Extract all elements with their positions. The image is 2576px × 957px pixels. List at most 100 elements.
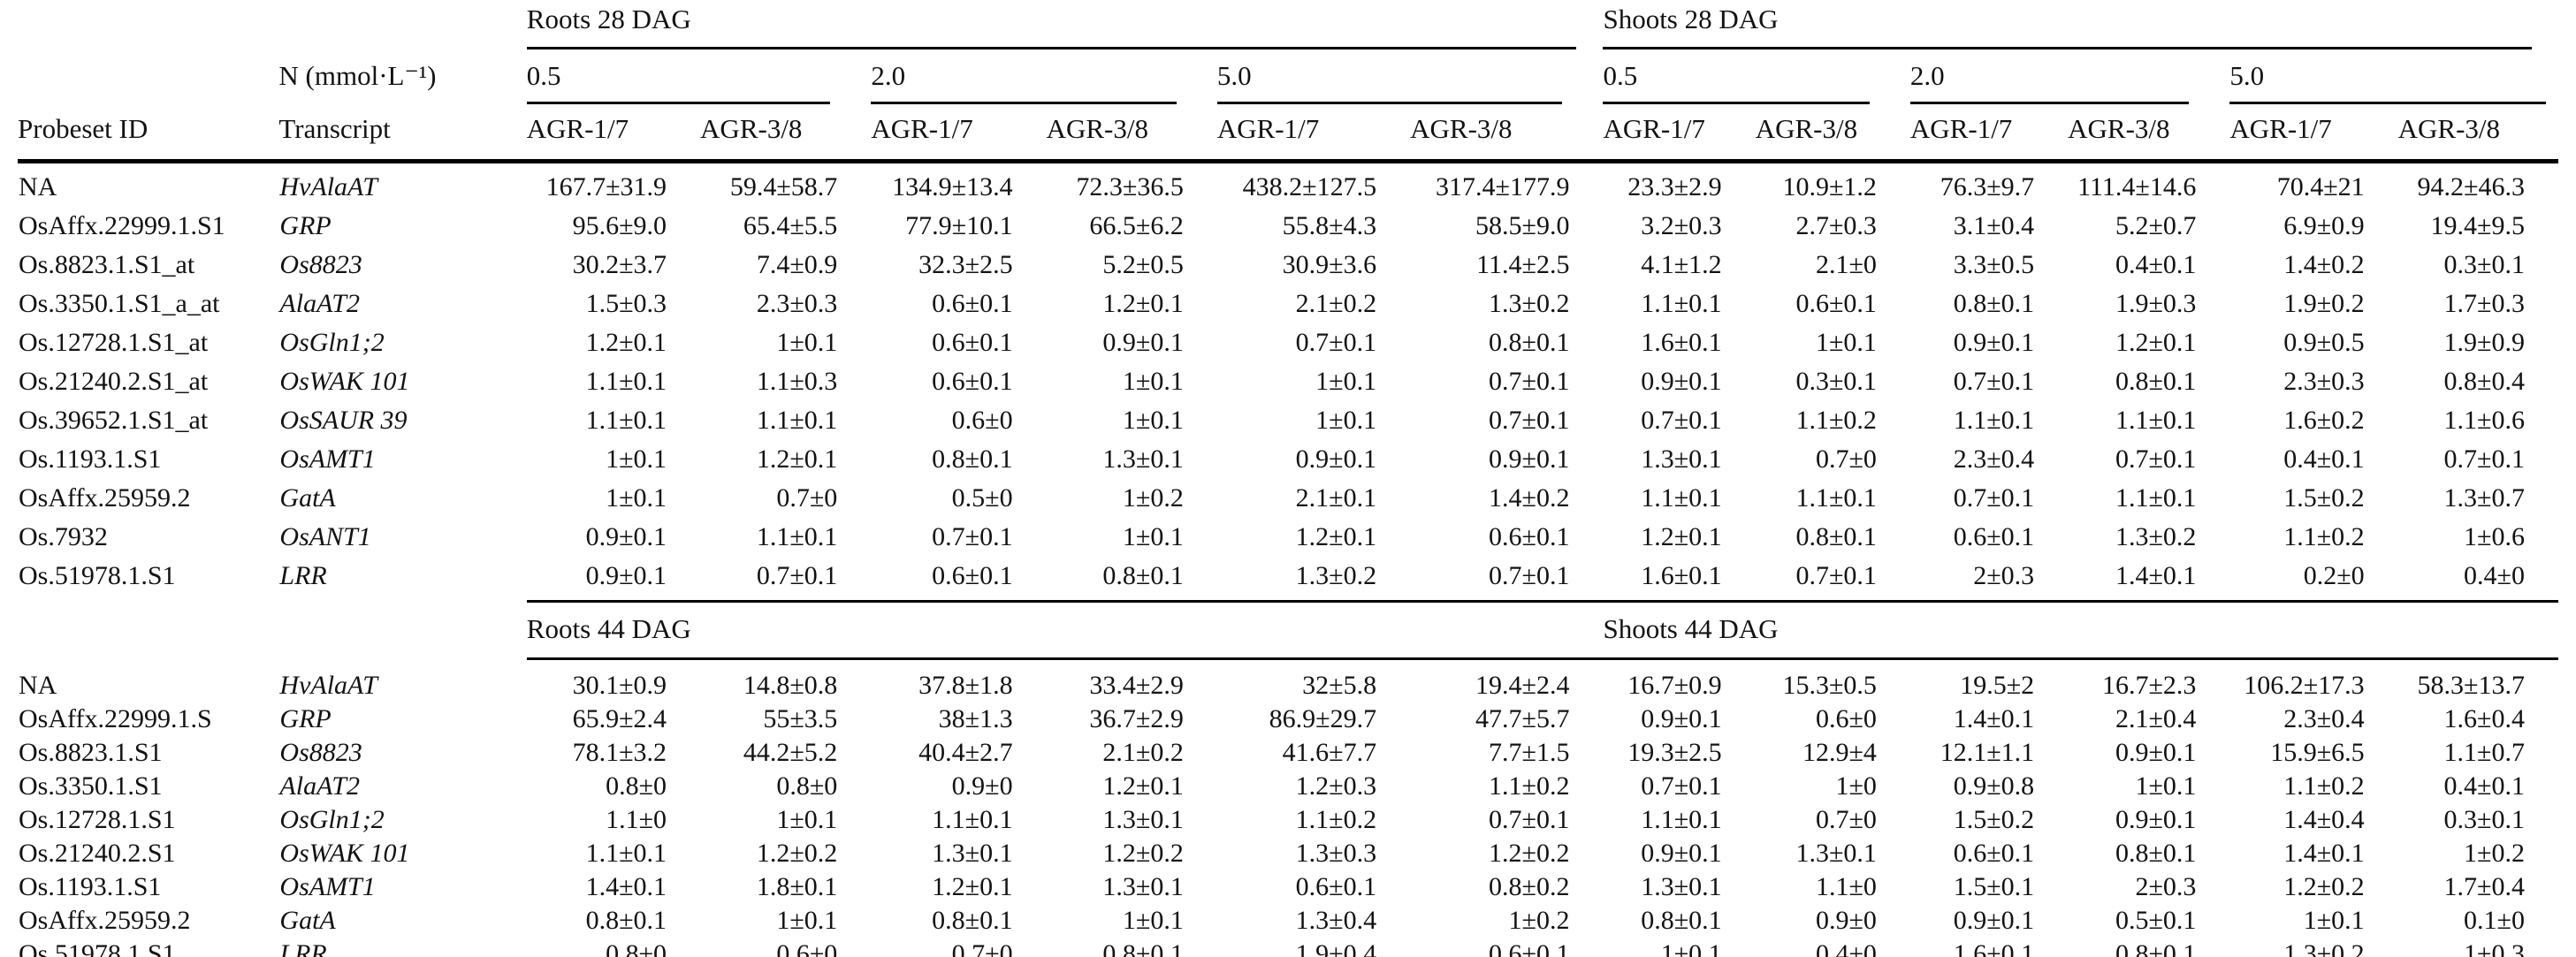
- table-row: Os.8823.1.S1 Os8823 78.1±3.2 44.2±5.2 40.4±2…: [18, 736, 2558, 770]
- value-cell: 167.7±31.9: [545, 172, 667, 201]
- value-cell: 1±0.1: [1122, 906, 1184, 935]
- value-cell: 1.1±0.2: [1795, 406, 1877, 435]
- organ-header-row-44dag: Roots 44 DAG Shoots 44 DAG: [18, 600, 2558, 660]
- value-cell: 15.9±6.5: [2270, 738, 2365, 767]
- value-cell: 0.6±0: [1815, 704, 1877, 733]
- value-cell: 19.5±2: [1960, 671, 2035, 700]
- value-cell: 1.3±0.2: [1295, 561, 1377, 590]
- table-row: Os.3350.1.S1_a_at AlaAT2 1.5±0.3 2.3±0.3 0.6…: [18, 285, 2558, 323]
- value-cell: 1±0.1: [1315, 367, 1377, 396]
- value-cell: 0.7±0.1: [1295, 328, 1377, 357]
- value-cell: 1.7±0.3: [2443, 289, 2525, 318]
- transcript-cell: HvAlaAT: [279, 671, 377, 700]
- value-cell: 1.1±0.1: [585, 406, 667, 435]
- value-cell: 12.1±1.1: [1940, 738, 2035, 767]
- probeset-id-cell: Os.7932: [19, 522, 108, 551]
- probeset-id-cell: Os.51978.1.S1: [18, 938, 279, 957]
- value-cell: 0.6±0.1: [932, 328, 1013, 357]
- value-cell: 0.3±0.1: [2443, 805, 2525, 834]
- value-cell: 0.7±0.1: [1641, 406, 1722, 435]
- table-row: Os.21240.2.S1_at OsWAK 101 1.1±0.1 1.1±0.3 0…: [18, 362, 2558, 401]
- probeset-id-cell: OsAffx.22999.1.S1: [19, 211, 225, 240]
- table-row: OsAffx.22999.1.S1 GRP 95.6±9.0 65.4±5.5 77.9…: [18, 207, 2558, 246]
- transcript-cell: LRR: [278, 938, 527, 957]
- n-level-2.0-shoots: 2.0: [1909, 49, 2229, 104]
- value-cell: 0.6±0.1: [1295, 872, 1377, 901]
- organ-header-row: Roots 28 DAG Shoots 28 DAG: [18, 0, 2558, 49]
- value-cell: 44.2±5.2: [743, 738, 838, 767]
- value-cell: 1.1±0.1: [1641, 805, 1722, 834]
- roots-28dag-header: Roots 28 DAG: [526, 0, 1604, 49]
- value-cell: 0.8±0.4: [2443, 367, 2525, 396]
- value-cell: 0.8±0: [606, 771, 667, 801]
- value-cell: 0.7±0.1: [1488, 367, 1570, 396]
- value-cell: 14.8±0.8: [743, 671, 838, 700]
- value-cell: 1±0.2: [2464, 839, 2525, 868]
- value-cell: 2±0.3: [2135, 872, 2197, 901]
- column-header-row: Probeset ID Transcript AGR-1/7 AGR-3/8 A…: [18, 104, 2558, 163]
- value-cell: 0.7±0.1: [2115, 444, 2197, 474]
- value-cell: 0.8±0.1: [585, 906, 667, 935]
- value-cell: 1±0.1: [776, 906, 838, 935]
- value-cell: 1±0.3: [2397, 938, 2558, 957]
- section-28dag-body: NA HvAlaAT 167.7±31.9 59.4±58.7 134.9±13.4 72…: [18, 162, 2558, 602]
- value-cell: 1.2±0.1: [1641, 522, 1722, 551]
- value-cell: 0.7±0: [1815, 444, 1877, 474]
- transcript-header: Transcript: [278, 104, 527, 163]
- value-cell: 317.4±177.9: [1435, 172, 1570, 201]
- value-cell: 1.5±0.2: [2283, 483, 2365, 513]
- roots-44dag-header: Roots 44 DAG: [526, 600, 1604, 660]
- section-44dag-body: NA HvAlaAT 30.1±0.9 14.8±0.8 37.8±1.8 33.4±2.…: [18, 659, 2558, 957]
- value-cell: 32±5.8: [1302, 671, 1377, 700]
- value-cell: 0.8±0.1: [932, 444, 1013, 474]
- value-cell: 1.1±0.1: [2115, 483, 2197, 513]
- value-cell: 12.9±4: [1802, 738, 1877, 767]
- value-cell: 5.2±0.7: [2115, 211, 2197, 240]
- value-cell: 0.4±0.1: [2115, 250, 2197, 279]
- value-cell: 0.7±0.1: [1953, 483, 2035, 513]
- value-cell: 1.6±0.1: [1641, 328, 1722, 357]
- table-row: Os.3350.1.S1 AlaAT2 0.8±0 0.8±0 0.9±0 1.2±0.1…: [18, 770, 2558, 803]
- value-cell: 0.8±0.1: [2068, 938, 2230, 957]
- value-cell: 0.3±0.1: [2443, 250, 2525, 279]
- n-level-5.0-shoots: 5.0: [2229, 49, 2558, 104]
- value-cell: 1±0.1: [1603, 938, 1756, 957]
- agr-1-7-header: AGR-1/7: [1603, 104, 1756, 163]
- value-cell: 0.9±0.5: [2283, 328, 2365, 357]
- probeset-id-cell: Os.1193.1.S1: [19, 872, 162, 901]
- n-level-5.0-roots: 5.0: [1216, 49, 1604, 104]
- value-cell: 1.2±0.3: [1295, 771, 1377, 801]
- value-cell: 0.3±0.1: [1795, 367, 1877, 396]
- agr-1-7-header: AGR-1/7: [2229, 104, 2398, 163]
- value-cell: 78.1±3.2: [572, 738, 667, 767]
- transcript-cell: GRP: [279, 704, 332, 733]
- empty-cell: [18, 0, 527, 49]
- value-cell: 47.7±5.7: [1475, 704, 1570, 733]
- value-cell: 106.2±17.3: [2244, 671, 2365, 700]
- value-cell: 1.2±0.1: [2115, 328, 2197, 357]
- value-cell: 1.3±0.1: [1795, 839, 1877, 868]
- value-cell: 23.3±2.9: [1627, 172, 1722, 201]
- probeset-id-cell: Os.21240.2.S1_at: [19, 367, 209, 396]
- value-cell: 0.8±0.1: [2115, 367, 2197, 396]
- transcript-cell: AlaAT2: [279, 771, 360, 801]
- value-cell: 1.1±0.1: [932, 805, 1013, 834]
- agr-3-8-header: AGR-3/8: [1410, 104, 1604, 163]
- value-cell: 0.6±0: [951, 406, 1013, 435]
- value-cell: 1.4±0.2: [2283, 250, 2365, 279]
- value-cell: 1.5±0.3: [585, 289, 667, 318]
- transcript-cell: OsSAUR 39: [279, 406, 408, 435]
- value-cell: 1±0.2: [1122, 483, 1184, 513]
- value-cell: 1.6±0.1: [1641, 561, 1722, 590]
- value-cell: 0.7±0.1: [1488, 805, 1570, 834]
- value-cell: 1±0.1: [1122, 367, 1184, 396]
- value-cell: 1±0.1: [2303, 906, 2365, 935]
- empty-cell: [18, 602, 527, 659]
- value-cell: 0.7±0: [871, 938, 1047, 957]
- value-cell: 0.1±0: [2464, 906, 2525, 935]
- value-cell: 2.1±0: [1815, 250, 1877, 279]
- value-cell: 2.1±0.1: [1295, 483, 1377, 513]
- value-cell: 65.4±5.5: [743, 211, 838, 240]
- table-row: OsAffx.25959.2 GatA 0.8±0.1 1±0.1 0.8±0.1 1±0…: [18, 904, 2558, 938]
- probeset-id-header: Probeset ID: [18, 104, 279, 163]
